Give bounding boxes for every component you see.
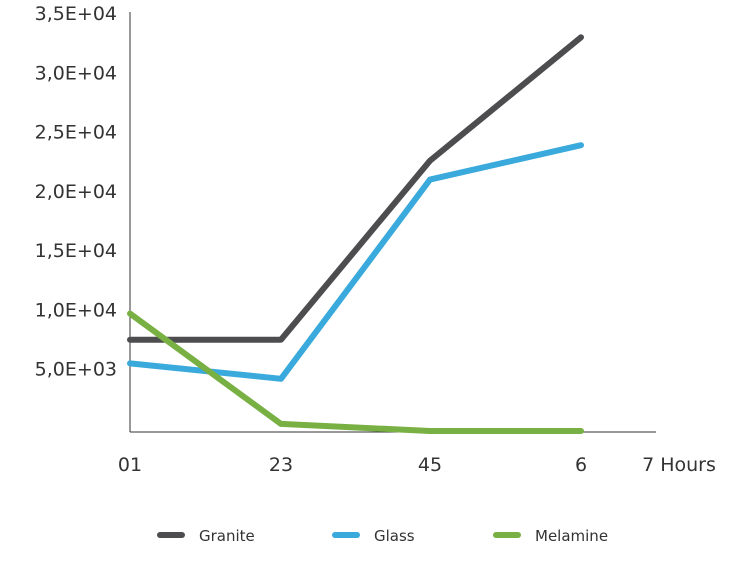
legend-label: Granite — [199, 527, 255, 545]
y-tick-label: 3,0E+04 — [35, 62, 117, 84]
x-tick-label: 6 — [575, 454, 587, 476]
x-tick-label: 01 — [118, 454, 142, 476]
series-line-glass — [127, 142, 584, 382]
x-tick-label: 45 — [418, 454, 442, 476]
series-line-granite — [127, 34, 584, 343]
x-tick-label: 23 — [269, 454, 293, 476]
y-tick-label: 1,5E+04 — [35, 240, 117, 262]
y-tick-label: 2,0E+04 — [35, 181, 117, 203]
legend-label: Melamine — [535, 527, 608, 545]
legend-item-glass: Glass — [332, 527, 415, 545]
y-tick-label: 2,5E+04 — [35, 122, 117, 144]
legend-item-melamine: Melamine — [493, 527, 608, 545]
x-unit-label: 7 Hours — [642, 454, 716, 476]
y-tick-label: 3,5E+04 — [35, 3, 117, 25]
y-axis: 5,0E+03 1,0E+04 1,5E+04 2,0E+04 2,5E+04 3,0E+… — [35, 3, 131, 432]
y-tick-label: 1,0E+04 — [35, 299, 117, 321]
legend-label: Glass — [374, 527, 415, 545]
y-tick-label: 5,0E+03 — [35, 359, 117, 381]
legend-item-granite: Granite — [157, 527, 255, 545]
series-line-melamine — [127, 310, 584, 434]
x-axis: 01 23 45 6 7 Hours — [118, 431, 716, 476]
legend: Granite Glass Melamine — [157, 527, 608, 545]
